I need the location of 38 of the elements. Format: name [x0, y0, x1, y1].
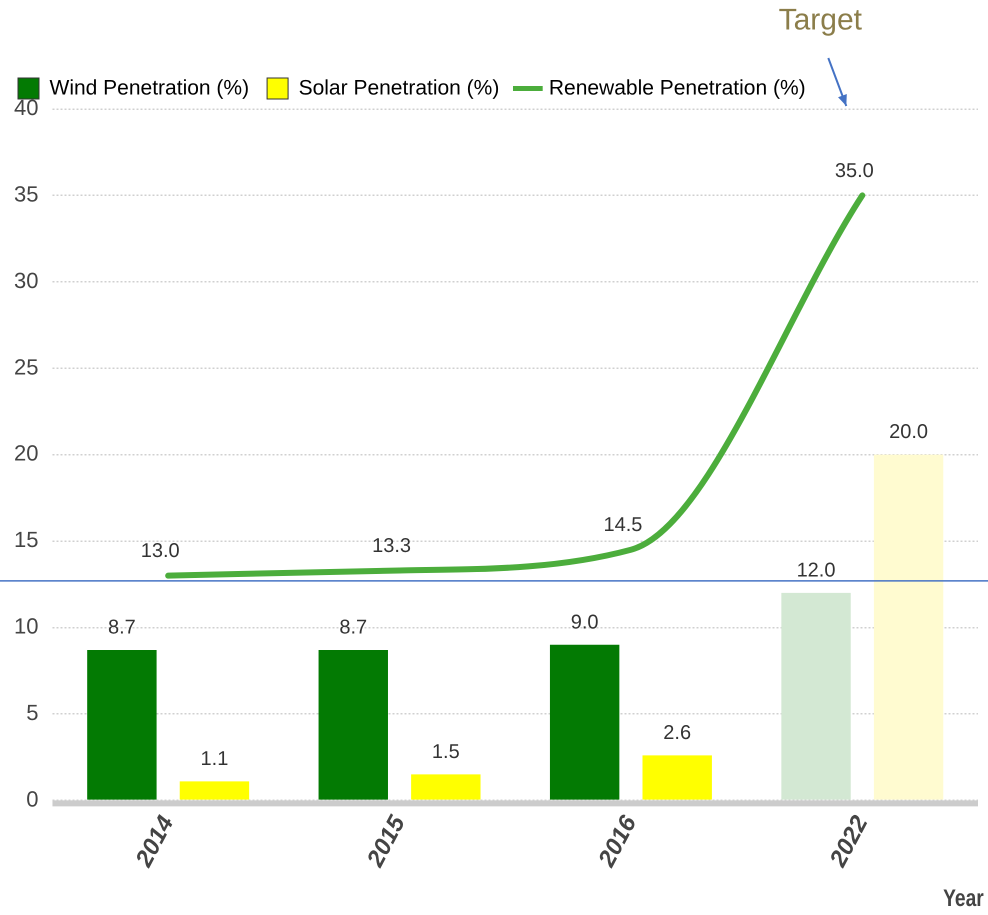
y-tick-label: 35	[14, 181, 38, 206]
bar	[318, 650, 388, 800]
legend-label: Wind Penetration (%)	[50, 76, 250, 100]
x-tick-label: 2022	[824, 810, 874, 872]
data-label: 8.7	[339, 616, 368, 638]
y-tick-label: 25	[14, 354, 38, 380]
data-label: 13.3	[372, 534, 412, 557]
bar	[550, 644, 620, 800]
data-label: 35.0	[834, 160, 874, 182]
y-tick-label: 15	[14, 527, 38, 552]
y-tick-label: 10	[14, 614, 38, 639]
bar	[87, 650, 157, 800]
bar	[411, 774, 481, 800]
x-tick-label: 2014	[130, 811, 180, 872]
bar	[180, 781, 250, 800]
data-label: 13.0	[140, 540, 180, 562]
data-label: 1.5	[432, 740, 460, 763]
legend-label: Solar Penetration (%)	[298, 76, 500, 100]
y-tick-label: 0	[26, 786, 38, 812]
x-tick-label: 2016	[592, 810, 642, 872]
data-label: 2.6	[663, 722, 692, 744]
text: Target	[778, 3, 863, 36]
data-label: 20.0	[889, 421, 928, 444]
x-tick-label: 2015	[361, 810, 411, 872]
data-label: 9.0	[570, 611, 599, 634]
y-tick-label: 5	[26, 700, 38, 725]
data-label: 12.0	[796, 559, 836, 582]
bar	[642, 755, 712, 800]
bar	[874, 454, 944, 800]
y-tick-label: 30	[14, 268, 38, 293]
data-label: 1.1	[200, 748, 228, 770]
y-tick-label: 40	[14, 95, 38, 120]
bar	[781, 592, 851, 800]
legend-label: Renewable Penetration (%)	[548, 76, 806, 100]
data-label: 14.5	[603, 514, 642, 536]
y-tick-label: 20	[14, 440, 38, 466]
x-axis-title: Year	[943, 885, 984, 913]
data-label: 8.7	[108, 616, 136, 638]
